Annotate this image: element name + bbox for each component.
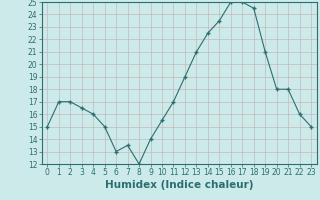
X-axis label: Humidex (Indice chaleur): Humidex (Indice chaleur) [105, 180, 253, 190]
